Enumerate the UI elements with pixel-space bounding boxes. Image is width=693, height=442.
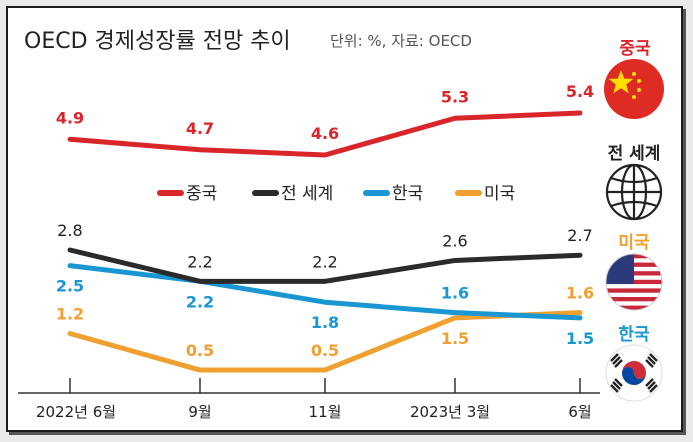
data-label-korea: 1.6 bbox=[441, 284, 469, 303]
data-label-world: 2.7 bbox=[567, 226, 592, 245]
country-label-world: 전 세계 bbox=[608, 144, 661, 164]
data-label-usa: 1.5 bbox=[441, 329, 469, 348]
legend-label-world: 전 세계 bbox=[281, 184, 333, 204]
china-flag-icon bbox=[604, 59, 664, 119]
chart-title: OECD 경제성장률 전망 추이 bbox=[24, 29, 291, 54]
legend-label-korea: 한국 bbox=[392, 184, 423, 204]
series-line-world bbox=[67, 247, 583, 284]
globe-icon bbox=[605, 163, 663, 221]
x-tick-label: 6월 bbox=[568, 403, 591, 421]
country-label-usa: 미국 bbox=[618, 233, 650, 253]
data-label-china: 4.6 bbox=[311, 124, 339, 143]
data-label-china: 5.3 bbox=[441, 87, 469, 106]
korea-flag-icon bbox=[605, 344, 663, 402]
chart-unit-note: 단위: %, 자료: OECD bbox=[330, 32, 472, 50]
country-label-china: 중국 bbox=[619, 39, 651, 59]
data-label-world: 2.2 bbox=[312, 252, 337, 271]
data-label-world: 2.8 bbox=[57, 221, 82, 240]
data-label-korea: 1.8 bbox=[311, 313, 339, 332]
x-tick-label: 2023년 3월 bbox=[410, 403, 490, 421]
series-line-korea bbox=[67, 263, 583, 321]
country-label-korea: 한국 bbox=[618, 325, 650, 345]
legend-label-china: 중국 bbox=[186, 184, 217, 204]
series-line-china bbox=[67, 110, 583, 158]
data-label-usa: 0.5 bbox=[311, 341, 339, 360]
data-label-korea: 2.5 bbox=[56, 277, 84, 296]
data-label-usa: 1.2 bbox=[56, 305, 84, 324]
country-column: 중국 전 세계 미국 bbox=[604, 39, 664, 402]
data-label-world: 2.6 bbox=[442, 231, 467, 250]
x-tick-label: 9월 bbox=[188, 403, 211, 421]
x-tick-label: 11월 bbox=[309, 403, 342, 421]
data-label-korea: 2.2 bbox=[186, 292, 214, 311]
data-label-usa: 0.5 bbox=[186, 341, 214, 360]
legend: 중국 전 세계 한국 미국 bbox=[157, 184, 515, 204]
data-label-china: 5.4 bbox=[566, 82, 594, 101]
data-label-china: 4.9 bbox=[56, 108, 84, 127]
data-label-korea: 1.5 bbox=[566, 329, 594, 348]
usa-flag-icon bbox=[605, 253, 663, 311]
data-label-china: 4.7 bbox=[186, 119, 214, 138]
data-label-usa: 1.6 bbox=[566, 284, 594, 303]
legend-label-usa: 미국 bbox=[484, 184, 515, 204]
x-tick-label: 2022년 6월 bbox=[36, 403, 116, 421]
data-label-world: 2.2 bbox=[187, 252, 212, 271]
